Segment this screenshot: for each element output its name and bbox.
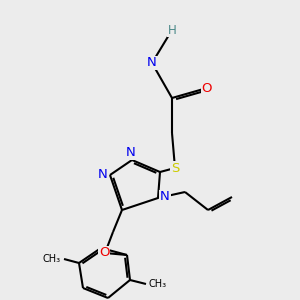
Text: N: N bbox=[126, 146, 136, 160]
Text: N: N bbox=[98, 167, 108, 181]
Text: S: S bbox=[171, 161, 179, 175]
Text: CH₃: CH₃ bbox=[149, 279, 167, 289]
Text: CH₃: CH₃ bbox=[43, 254, 61, 264]
Text: O: O bbox=[202, 82, 212, 94]
Text: H: H bbox=[168, 23, 176, 37]
Text: N: N bbox=[147, 56, 157, 70]
Text: N: N bbox=[160, 190, 170, 203]
Text: O: O bbox=[99, 247, 109, 260]
